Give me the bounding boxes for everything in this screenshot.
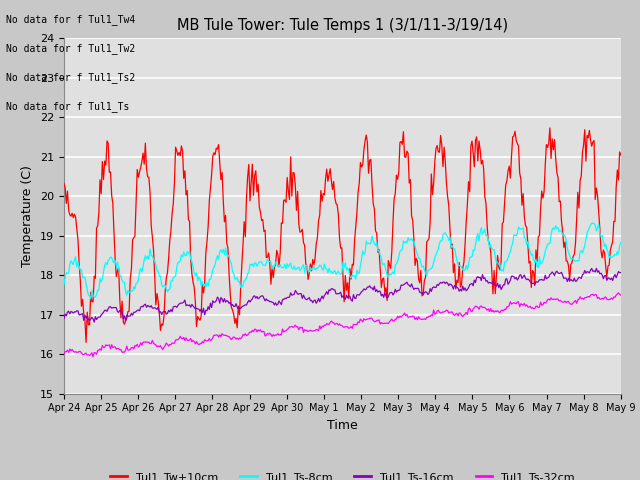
Title: MB Tule Tower: Tule Temps 1 (3/1/11-3/19/14): MB Tule Tower: Tule Temps 1 (3/1/11-3/19… <box>177 18 508 33</box>
Text: No data for f Tul1_Ts: No data for f Tul1_Ts <box>6 101 130 112</box>
X-axis label: Time: Time <box>327 419 358 432</box>
Legend: Tul1_Tw+10cm, Tul1_Ts-8cm, Tul1_Ts-16cm, Tul1_Ts-32cm: Tul1_Tw+10cm, Tul1_Ts-8cm, Tul1_Ts-16cm,… <box>106 468 579 480</box>
Text: No data for f Tul1_Ts2: No data for f Tul1_Ts2 <box>6 72 136 83</box>
Text: No data for f Tul1_Tw4: No data for f Tul1_Tw4 <box>6 14 136 25</box>
Text: No data for f Tul1_Tw2: No data for f Tul1_Tw2 <box>6 43 136 54</box>
Y-axis label: Temperature (C): Temperature (C) <box>22 165 35 267</box>
